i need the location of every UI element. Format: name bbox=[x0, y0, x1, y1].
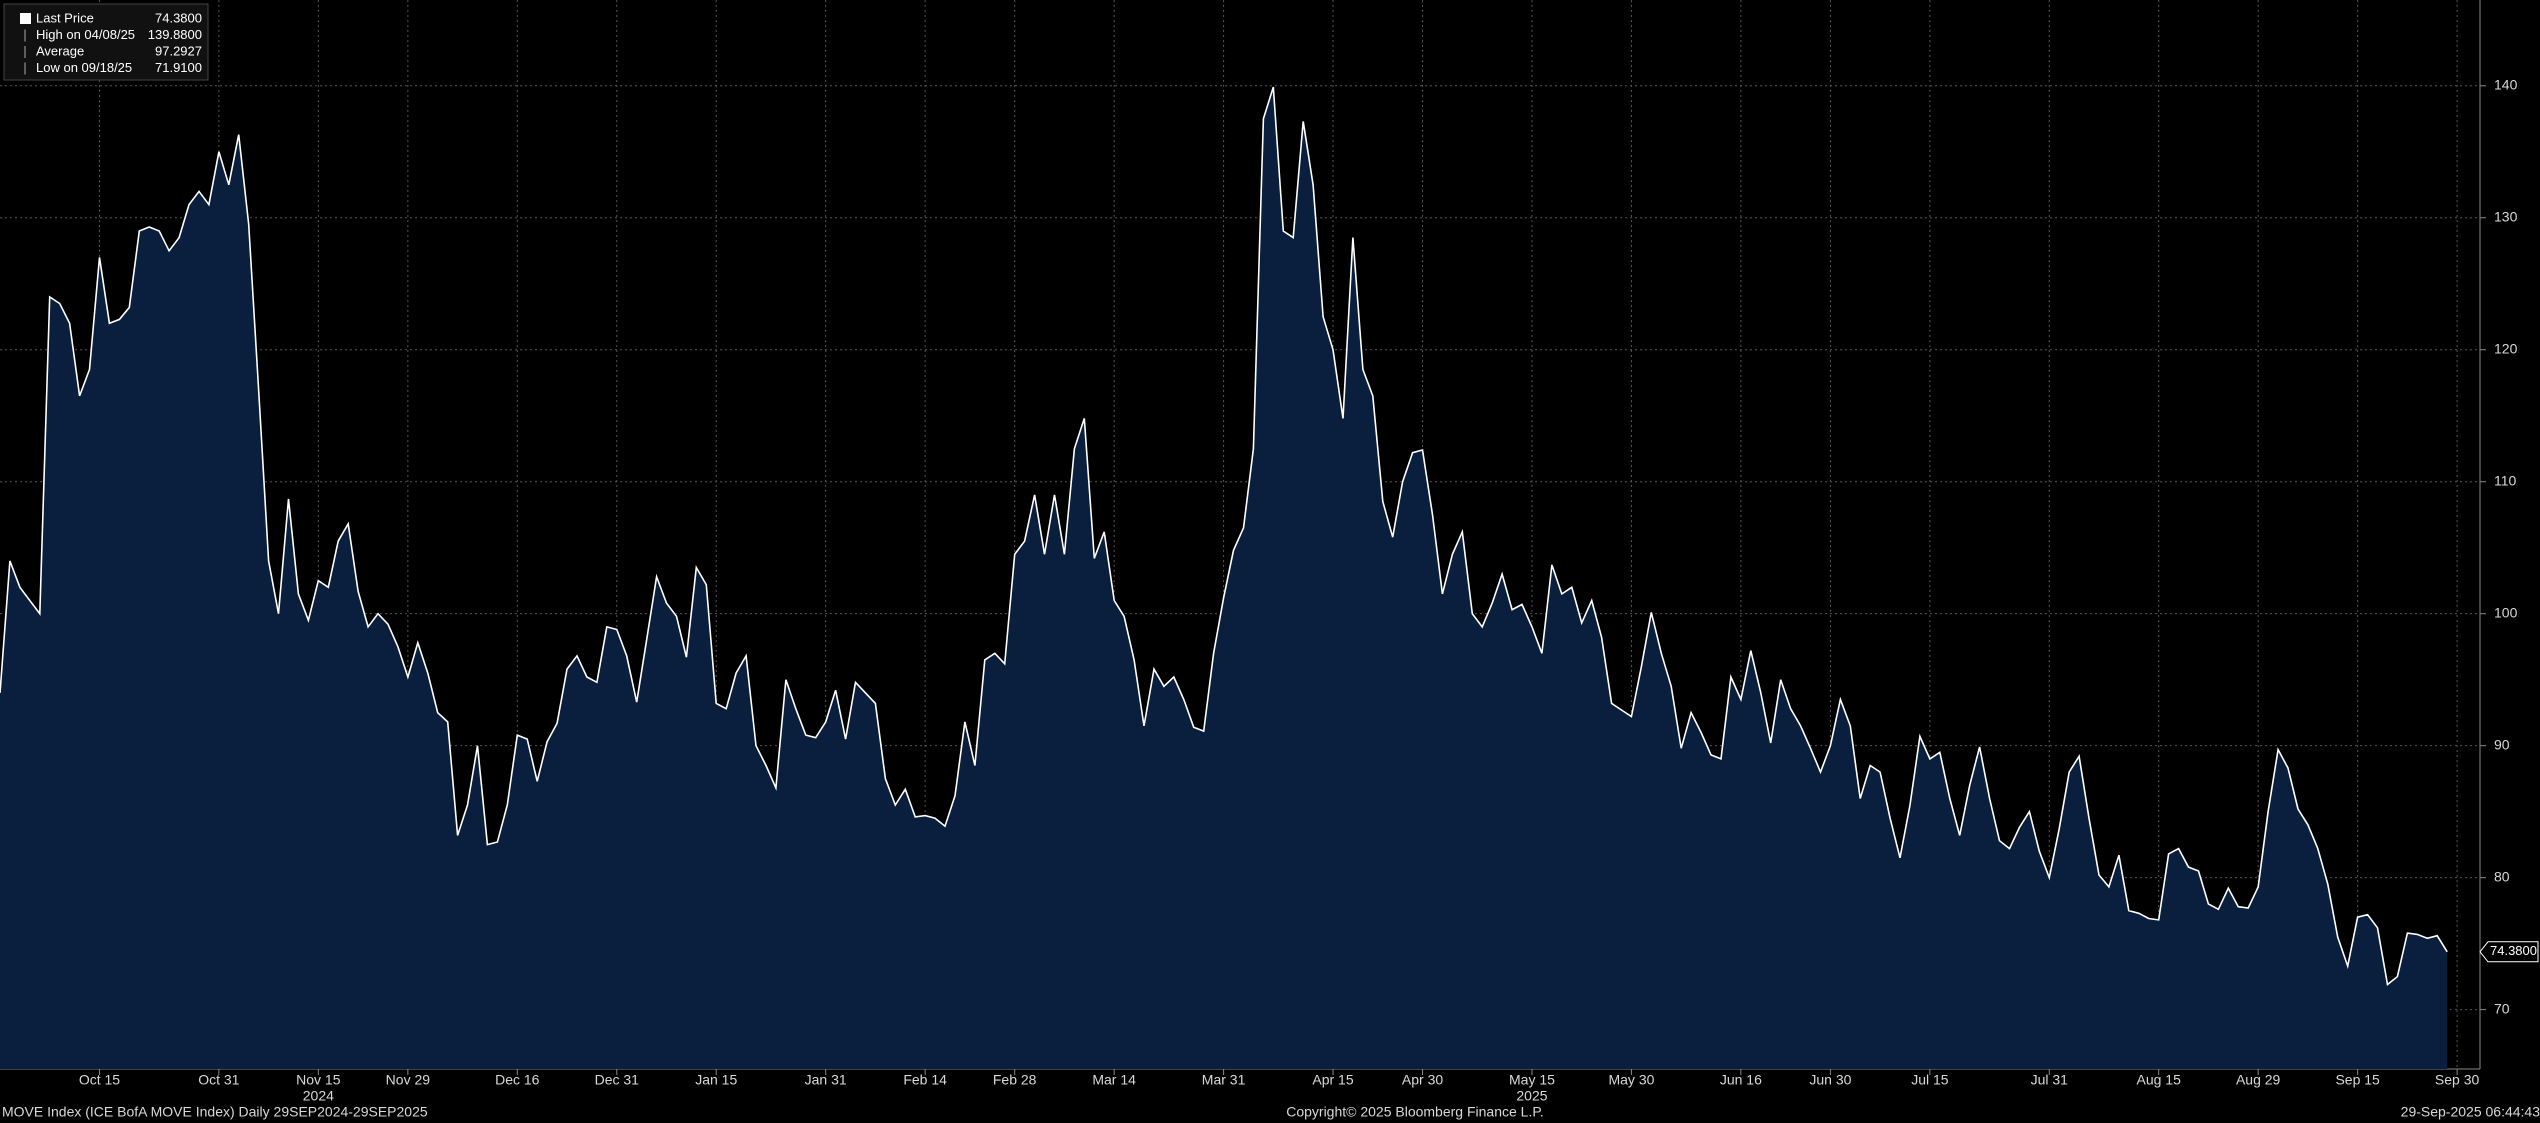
x-tick-label: Jan 31 bbox=[805, 1072, 847, 1088]
x-tick-label: Mar 31 bbox=[1202, 1072, 1246, 1088]
legend-swatch bbox=[20, 13, 31, 24]
x-tick-label: Sep 30 bbox=[2435, 1072, 2480, 1088]
x-tick-label: May 15 bbox=[1509, 1072, 1555, 1088]
footer-center: Copyright© 2025 Bloomberg Finance L.P. bbox=[1286, 1104, 1544, 1120]
legend-value: 139.8800 bbox=[148, 27, 202, 42]
line bbox=[0, 86, 2448, 986]
y-tick-label: 90 bbox=[2494, 736, 2510, 752]
legend-value: 97.2927 bbox=[155, 43, 202, 58]
year-label: 2025 bbox=[1516, 1088, 1547, 1104]
x-tick-label: Jul 31 bbox=[2031, 1072, 2069, 1088]
legend-label: Last Price bbox=[36, 10, 94, 25]
legend-label: High on 04/08/25 bbox=[36, 27, 135, 42]
x-tick-label: Mar 14 bbox=[1092, 1072, 1136, 1088]
x-tick-label: Jun 30 bbox=[1809, 1072, 1851, 1088]
x-tick-label: Apr 30 bbox=[1402, 1072, 1443, 1088]
x-tick-label: Jan 15 bbox=[695, 1072, 737, 1088]
legend-value: 71.9100 bbox=[155, 60, 202, 75]
x-tick-label: Sep 15 bbox=[2335, 1072, 2380, 1088]
y-tick-label: 130 bbox=[2494, 208, 2518, 224]
legend-label: Average bbox=[36, 43, 84, 58]
x-tick-label: Jul 15 bbox=[1911, 1072, 1949, 1088]
x-tick-label: Aug 15 bbox=[2136, 1072, 2181, 1088]
y-tick-label: 70 bbox=[2494, 1000, 2510, 1016]
legend-value: 74.3800 bbox=[155, 10, 202, 25]
x-tick-label: Nov 29 bbox=[386, 1072, 431, 1088]
legend-label: Low on 09/18/25 bbox=[36, 60, 132, 75]
x-tick-label: Jun 16 bbox=[1720, 1072, 1762, 1088]
x-tick-label: Oct 31 bbox=[198, 1072, 239, 1088]
x-tick-label: Aug 29 bbox=[2236, 1072, 2281, 1088]
legend-box bbox=[3, 3, 209, 81]
x-tick-label: Nov 15 bbox=[296, 1072, 341, 1088]
y-tick-label: 100 bbox=[2494, 604, 2518, 620]
legend: Last Price 74.3800 High on 04/08/25 139.880… bbox=[3, 3, 209, 81]
x-tick-label: Dec 16 bbox=[495, 1072, 540, 1088]
x-tick-label: Oct 15 bbox=[79, 1072, 120, 1088]
x-tick-label: Apr 15 bbox=[1312, 1072, 1353, 1088]
area bbox=[0, 87, 2448, 1070]
x-tick-label: Feb 28 bbox=[993, 1072, 1037, 1088]
x-tick-label: May 30 bbox=[1608, 1072, 1654, 1088]
x-tick-label: Dec 31 bbox=[595, 1072, 640, 1088]
footer-left: MOVE Index (ICE BofA MOVE Index) Daily 2… bbox=[2, 1104, 428, 1120]
year-label: 2024 bbox=[303, 1088, 334, 1104]
footer-right: 29-Sep-2025 06:44:43 bbox=[2401, 1104, 2540, 1120]
y-tick-label: 140 bbox=[2494, 76, 2518, 92]
last-price-tag bbox=[2479, 941, 2539, 963]
y-tick-label: 80 bbox=[2494, 868, 2510, 884]
y-tick-label: 110 bbox=[2494, 472, 2517, 488]
last-price-label: 74.3800 bbox=[2490, 943, 2537, 958]
x-tick-label: Feb 14 bbox=[903, 1072, 947, 1088]
y-tick-label: 120 bbox=[2494, 340, 2518, 356]
